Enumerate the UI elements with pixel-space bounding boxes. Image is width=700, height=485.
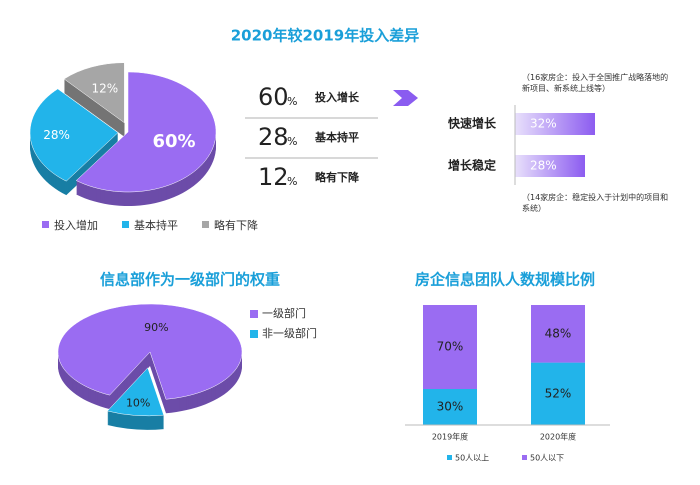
chart-title: 信息部作为一级部门的权重 <box>100 271 280 289</box>
bar-segment <box>423 389 477 425</box>
summary-value: 60 <box>258 83 289 111</box>
legend-label: 投入增加 <box>54 218 98 232</box>
category-label: 快速增长 <box>448 116 497 131</box>
summary-unit: % <box>287 175 297 188</box>
legend-label: 基本持平 <box>134 218 178 232</box>
legend-swatch <box>250 330 258 338</box>
legend-swatch <box>250 310 258 318</box>
chart-title: 2020年较2019年投入差异 <box>231 27 420 45</box>
legend-swatch <box>42 221 49 228</box>
summary-unit: % <box>287 95 297 108</box>
annotation: （14家房企：稳定投入于计划中的项目和系统） <box>522 193 669 213</box>
value-label: 10% <box>126 396 150 409</box>
value-label: 60% <box>152 131 195 152</box>
pie-slice <box>75 71 217 193</box>
legend-swatch <box>122 221 129 228</box>
value-label: 28% <box>530 159 557 173</box>
summary-label: 投入增长 <box>315 90 360 104</box>
bar-segment <box>423 305 477 389</box>
value-label: 12% <box>92 82 119 96</box>
value-label: 30% <box>437 400 464 414</box>
annotation: （16家房企：投入于全国推广战略落地的新项目、新系统上线等） <box>522 73 669 93</box>
pie-slice <box>57 303 243 400</box>
bar-segment <box>531 305 585 363</box>
legend-swatch <box>522 455 527 460</box>
pie-slice <box>29 88 119 182</box>
value-label: 52% <box>545 386 572 400</box>
summary-value: 12 <box>258 163 289 191</box>
value-label: 70% <box>437 340 464 354</box>
chart-title: 房企信息团队人数规模比例 <box>415 271 595 289</box>
legend-swatch <box>447 455 452 460</box>
value-label: 32% <box>530 117 557 131</box>
legend-swatch <box>202 221 209 228</box>
legend-label: 略有下降 <box>214 218 258 232</box>
arrow <box>393 90 418 106</box>
legend-label: 一级部门 <box>262 306 306 320</box>
legend-label: 50人以下 <box>530 454 564 463</box>
bar <box>515 155 585 177</box>
pie-slice <box>106 367 165 417</box>
summary-label: 略有下降 <box>315 170 360 184</box>
summary-value: 28 <box>258 123 289 151</box>
legend-label: 非一级部门 <box>262 326 317 340</box>
bar <box>515 113 595 135</box>
value-label: 90% <box>144 321 168 334</box>
summary-unit: % <box>287 135 297 148</box>
category-label: 增长稳定 <box>448 158 496 173</box>
value-label: 48% <box>545 326 572 340</box>
bar-segment <box>531 362 585 425</box>
x-tick-label: 2019年度 <box>432 432 468 442</box>
value-label: 28% <box>43 128 70 142</box>
pie-slice <box>63 62 125 124</box>
x-tick-label: 2020年度 <box>540 432 576 442</box>
legend-label: 50人以上 <box>455 454 489 463</box>
summary-label: 基本持平 <box>314 130 359 144</box>
